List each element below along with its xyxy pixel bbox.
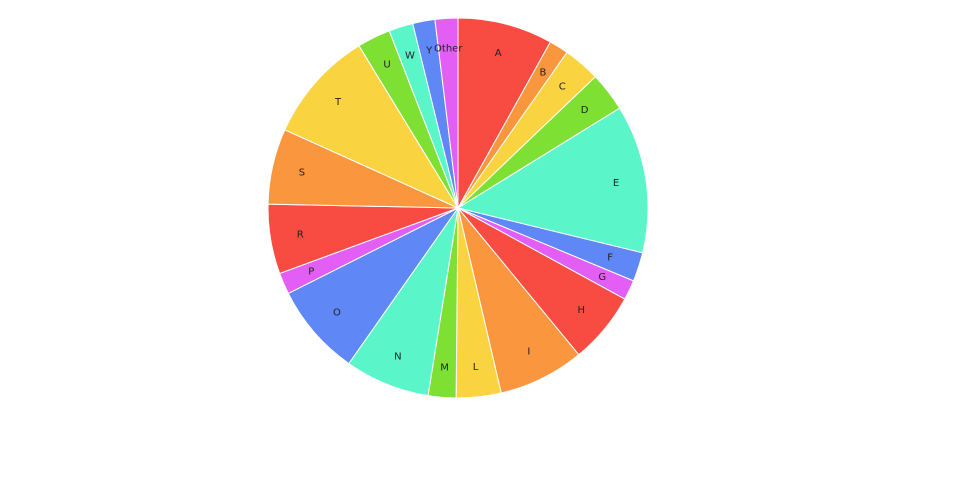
slice-label-t: T [334,97,342,108]
pie-slice-other[interactable] [434,17,459,209]
slice-label-h: H [578,305,586,316]
slice-label-s: S [299,168,305,179]
slice-label-o: O [333,308,341,319]
slice-label-i: I [527,346,530,357]
slice-label-f: F [607,253,613,264]
slice-label-y: Y [425,46,433,57]
slice-label-c: C [559,82,566,93]
slice-label-w: W [405,50,415,61]
slice-label-other: Other [434,43,463,54]
pie-slices [267,17,649,399]
pie-labels: A B C D E FG H I L M N O P R S T U W Y Other [297,43,619,373]
pie-slice-o[interactable] [287,207,459,365]
slice-label-d: D [581,105,589,116]
slice-label-e: E [613,178,619,189]
slice-label-n: N [394,351,401,362]
pie-slice-a[interactable] [457,17,552,210]
slice-label-g: G [598,272,606,283]
slice-label-u: U [383,60,390,71]
pie-slice-t[interactable] [284,45,460,210]
pie-slice-e[interactable] [456,107,649,254]
slice-label-l: L [473,362,479,373]
slice-label-p: P [308,267,314,278]
slice-label-b: B [539,67,546,78]
slice-label-m: M [440,362,449,373]
slice-label-a: A [495,48,502,59]
slice-label-r: R [297,229,304,240]
